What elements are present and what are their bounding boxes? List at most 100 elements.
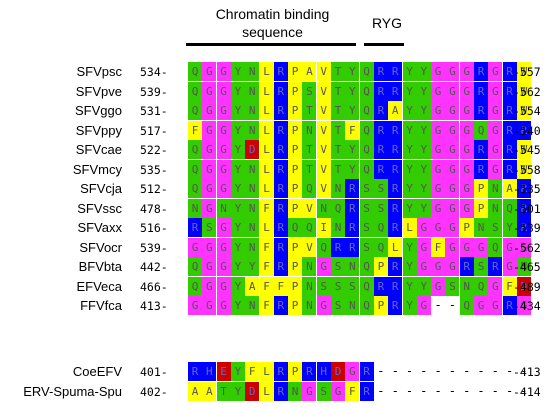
end-position: -545 [513, 143, 541, 157]
residue-cell: P [373, 257, 388, 276]
residue-cell: R [516, 218, 531, 237]
start-position: 539- [140, 240, 168, 255]
gap-cell: - [377, 364, 385, 378]
residue-cell: Y [230, 362, 245, 381]
residue-cell: Q [359, 120, 374, 140]
residue-cell: G [445, 140, 460, 159]
residue-cell: N [216, 198, 231, 218]
gap-cell: - [520, 364, 528, 378]
residue-cell: F [502, 276, 517, 296]
residue-cell: Q [502, 198, 517, 218]
residue-cell: Q [188, 81, 202, 101]
residue-cell: R [388, 276, 403, 296]
residue-cell: N [488, 179, 503, 198]
residue-cell: F [431, 237, 446, 257]
residue-cell: G [188, 237, 202, 257]
residue-cell: Q [474, 120, 488, 140]
residue-cell: W [516, 159, 531, 179]
start-position: 539- [140, 84, 168, 99]
sequence-name: BFVbta [78, 259, 122, 274]
residue-cell: F [273, 276, 288, 296]
residue-cell: F [345, 120, 360, 140]
residue-cell: Y [345, 81, 360, 101]
residue-cell: N [474, 218, 488, 237]
residue-cell: R [273, 159, 288, 179]
residue-cell: F [259, 257, 274, 276]
residue-cell: Y [230, 140, 245, 159]
residue-cell: Y [230, 179, 245, 198]
residue-cell: A [502, 179, 517, 198]
residue-cell: R [273, 179, 288, 198]
residue-cell: G [445, 101, 460, 120]
residue-cell: N [331, 179, 345, 198]
residue-cell: R [273, 296, 288, 315]
gap-cell: - [405, 364, 414, 378]
residue-cell: R [302, 362, 317, 381]
residue-cell: G [474, 237, 488, 257]
residue-cell: Y [402, 257, 417, 276]
residue-cell: T [331, 120, 345, 140]
residue-cell: D [331, 362, 345, 381]
residue-cell: G [331, 381, 345, 401]
residue-cell: Y [230, 237, 245, 257]
residue-cell: T [302, 140, 317, 159]
residue-cell: R [373, 81, 388, 101]
residue-cell: R [502, 159, 517, 179]
residue-cell: R [373, 140, 388, 159]
gap-cell: - [448, 364, 456, 378]
residue-cell: R [345, 179, 360, 198]
residue-cell: P [288, 296, 303, 315]
residue-cell: T [331, 81, 345, 101]
residue-cell: G [459, 81, 474, 101]
gap-cell: - [491, 383, 499, 398]
residue-cell: R [373, 159, 388, 179]
sequence-name: SFVcja [80, 181, 122, 196]
residue-cell: V [302, 198, 317, 218]
residue-cell: N [302, 276, 317, 296]
residue-cell: V [316, 159, 331, 179]
residue-cell: R [488, 257, 503, 276]
residue-cell: N [345, 296, 360, 315]
gap-cell: - [463, 364, 471, 378]
residue-cell: G [445, 159, 460, 179]
residue-cell: Y [230, 81, 245, 101]
gap-cell: - [520, 383, 528, 398]
residue-cell: G [445, 257, 460, 276]
residue-cell: W [516, 81, 531, 101]
start-position: 401- [140, 365, 168, 379]
residue-cell: Q [459, 296, 474, 315]
residue-cell: N [288, 381, 303, 401]
end-position: -501 [513, 201, 541, 216]
residue-cell: G [202, 120, 217, 140]
residue-cell: G [431, 159, 446, 179]
residue-cell: G [216, 296, 231, 315]
residue-cell: V [316, 81, 331, 101]
residue-cell: Q [288, 218, 303, 237]
end-position: -557 [513, 65, 541, 79]
residue-cell: Q [331, 198, 345, 218]
residue-cell: Y [230, 218, 245, 237]
residue-cell: R [188, 218, 202, 237]
residue-cell: Y [416, 276, 431, 296]
residue-cell: Q [359, 276, 374, 296]
residue-cell: G [488, 159, 503, 179]
residue-cell: R [273, 140, 288, 159]
residue-cell: Q [359, 81, 374, 101]
residue-cell: R [273, 120, 288, 140]
residue-cell: T [302, 101, 317, 120]
residue-cell: Y [502, 218, 517, 237]
residue-cell: Y [230, 198, 245, 218]
residue-cell: N [245, 237, 260, 257]
residue-cell: G [459, 120, 474, 140]
residue-cell: L [259, 159, 274, 179]
residue-cell: G [431, 218, 446, 237]
residue-cell: N [245, 179, 260, 198]
start-position: 442- [140, 260, 168, 274]
residue-cell: Q [359, 101, 374, 120]
residue-cell: G [445, 81, 460, 101]
residue-cell: Y [230, 120, 245, 140]
residue-cell: G [202, 198, 217, 218]
residue-cell: Y [345, 101, 360, 120]
residue-cell: P [474, 179, 488, 198]
